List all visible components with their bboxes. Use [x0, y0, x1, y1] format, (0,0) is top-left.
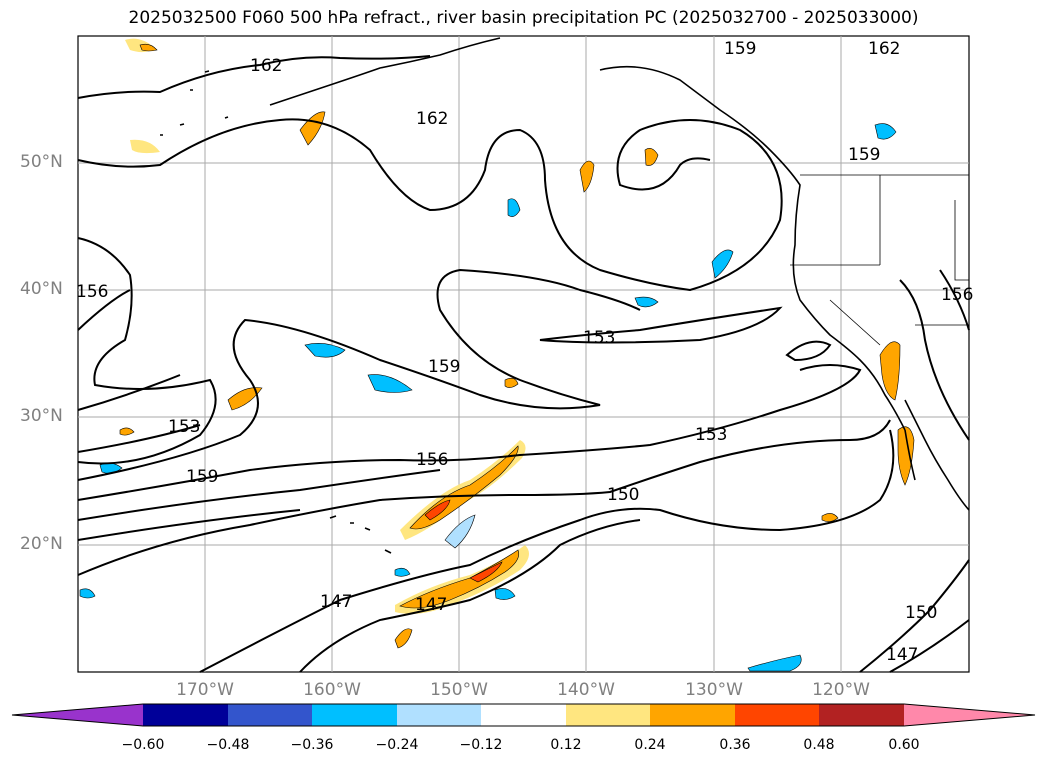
contour-label: 150 [607, 485, 639, 505]
colorbar-tick: −0.60 [121, 737, 165, 753]
coastlines [160, 37, 970, 554]
lat-label: 30°N [20, 406, 63, 426]
map-title: 2025032500 F060 500 hPa refract., river … [128, 8, 919, 28]
contour-label: 159 [848, 145, 880, 165]
contour-label: 153 [695, 425, 727, 445]
lon-label: 140°W [557, 680, 615, 700]
colorbar-extend-high [904, 704, 1035, 726]
precip-shading [79, 38, 915, 672]
colorbar-tick: −0.48 [206, 737, 250, 753]
colorbar-tick: −0.24 [375, 737, 419, 753]
contours [77, 55, 970, 673]
contour-label: 159 [428, 357, 460, 377]
contour-label: 162 [250, 56, 282, 76]
contour-label: 153 [168, 417, 200, 437]
contour-label: 147 [886, 645, 918, 665]
colorbar-tick: −0.12 [459, 737, 503, 753]
colorbar-extend-low [12, 704, 143, 726]
lon-label: 130°W [685, 680, 743, 700]
contour-label: 162 [868, 39, 900, 59]
colorbar-tick: 0.36 [719, 737, 751, 753]
colorbar-tick: −0.36 [290, 737, 334, 753]
colorbar-tick: 0.48 [803, 737, 835, 753]
lat-label: 20°N [20, 534, 63, 554]
lon-label: 120°W [812, 680, 870, 700]
contour-labels: 162 162 159 162 159 156 153 159 153 156 … [76, 39, 973, 665]
contour-label: 147 [320, 592, 352, 612]
lat-label: 40°N [20, 279, 63, 299]
contour-label: 150 [905, 603, 937, 623]
gridlines [78, 36, 969, 672]
colorbar [11, 703, 1036, 727]
contour-label: 159 [724, 39, 756, 59]
contour-label: 147 [415, 595, 447, 615]
lon-label: 170°W [176, 680, 234, 700]
contour-label: 156 [76, 282, 108, 302]
contour-label: 156 [941, 285, 973, 305]
lat-label: 50°N [20, 152, 63, 172]
colorbar-tick: 0.12 [550, 737, 582, 753]
lon-label: 160°W [303, 680, 361, 700]
colorbar-tick: 0.60 [888, 737, 920, 753]
contour-label: 162 [416, 109, 448, 129]
contour-label: 153 [583, 328, 615, 348]
contour-label: 156 [416, 450, 448, 470]
contour-label: 159 [186, 467, 218, 487]
colorbar-tick: 0.24 [634, 737, 666, 753]
lon-label: 150°W [430, 680, 488, 700]
